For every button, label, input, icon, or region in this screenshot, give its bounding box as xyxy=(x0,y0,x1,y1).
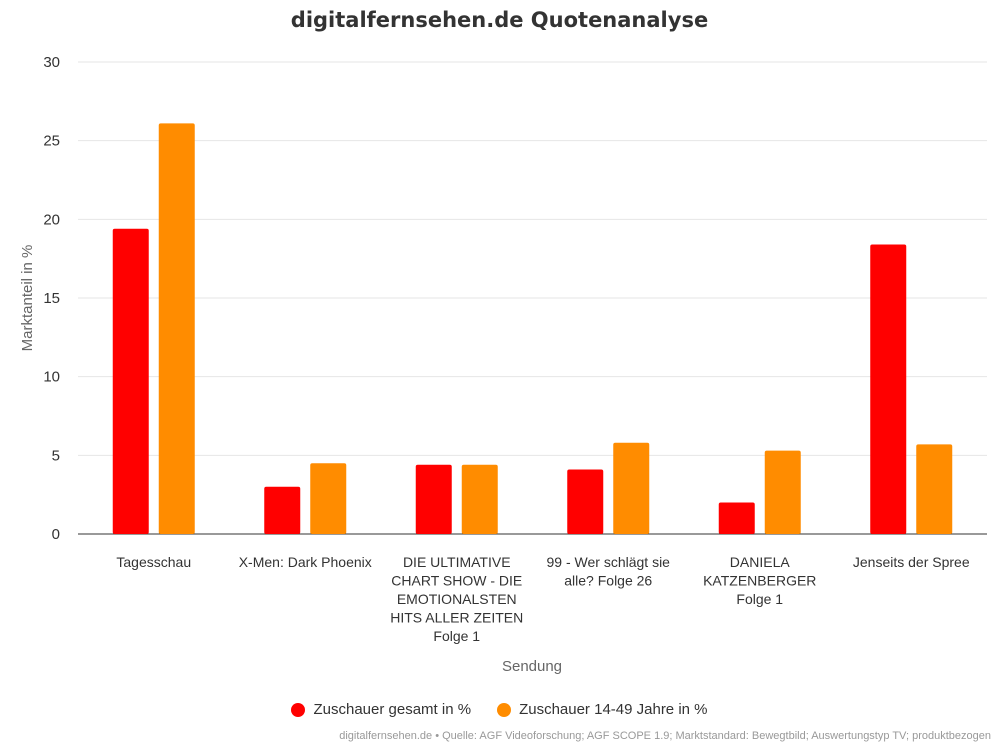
bar-chart: 0 5 10 15 20 25 30 Tagesschau X-Men: Dark Phoen… xyxy=(19,54,987,675)
bar-14-49-2[interactable] xyxy=(461,464,498,534)
bar-gesamt-0[interactable] xyxy=(112,228,149,535)
bar-gesamt-2[interactable] xyxy=(415,464,452,534)
legend-item-14-49[interactable]: Zuschauer 14-49 Jahre in % xyxy=(497,701,708,718)
bar-gesamt-3[interactable] xyxy=(567,469,604,534)
legend-swatch-14-49 xyxy=(497,702,512,717)
source-credit: digitalfernsehen.de • Quelle: AGF Videof… xyxy=(339,730,991,742)
bar-14-49-1[interactable] xyxy=(310,463,347,534)
bar-14-49-5[interactable] xyxy=(916,444,953,534)
bar-gesamt-4[interactable] xyxy=(718,502,755,534)
bar-gesamt-5[interactable] xyxy=(870,244,907,535)
y-tick-label: 5 xyxy=(52,447,60,464)
bar-14-49-0[interactable] xyxy=(158,123,195,535)
x-tick-label: 99 - Wer schlägt sie alle? Folge 26 xyxy=(547,554,671,589)
legend-item-gesamt[interactable]: Zuschauer gesamt in % xyxy=(291,701,471,718)
bar-14-49-4[interactable] xyxy=(764,450,801,534)
legend: Zuschauer gesamt in % Zuschauer 14-49 Ja… xyxy=(0,701,999,718)
y-tick-label: 25 xyxy=(43,133,60,150)
x-tick-label: Jenseits der Spree xyxy=(853,554,970,570)
legend-swatch-gesamt xyxy=(291,702,306,717)
chart-title: digitalfernsehen.de Quotenanalyse xyxy=(290,8,709,32)
y-tick-label: 15 xyxy=(43,290,60,307)
gridlines xyxy=(78,61,987,535)
x-axis-ticks: Tagesschau X-Men: Dark Phoenix DIE ULTIMAT… xyxy=(116,554,969,644)
y-axis-ticks: 0 5 10 15 20 25 30 xyxy=(43,54,60,543)
bar-14-49-3[interactable] xyxy=(613,442,650,534)
y-tick-label: 10 xyxy=(43,369,60,386)
bar-gesamt-1[interactable] xyxy=(264,486,301,534)
legend-label-14-49: Zuschauer 14-49 Jahre in % xyxy=(519,701,708,718)
legend-label-gesamt: Zuschauer gesamt in % xyxy=(313,701,472,718)
x-axis-label: Sendung xyxy=(502,658,562,675)
y-axis-label: Marktanteil in % xyxy=(19,245,36,352)
bars xyxy=(112,123,953,535)
x-tick-label: Tagesschau xyxy=(116,554,191,570)
x-tick-label: DIE ULTIMATIVE CHART SHOW - DIE EMOTIONALS… xyxy=(390,554,523,644)
x-tick-label: DANIELA KATZENBERGER Folge 1 xyxy=(703,554,816,607)
y-tick-label: 0 xyxy=(52,526,60,543)
y-tick-label: 30 xyxy=(43,54,60,71)
x-tick-label: X-Men: Dark Phoenix xyxy=(239,554,372,570)
y-tick-label: 20 xyxy=(43,211,60,228)
